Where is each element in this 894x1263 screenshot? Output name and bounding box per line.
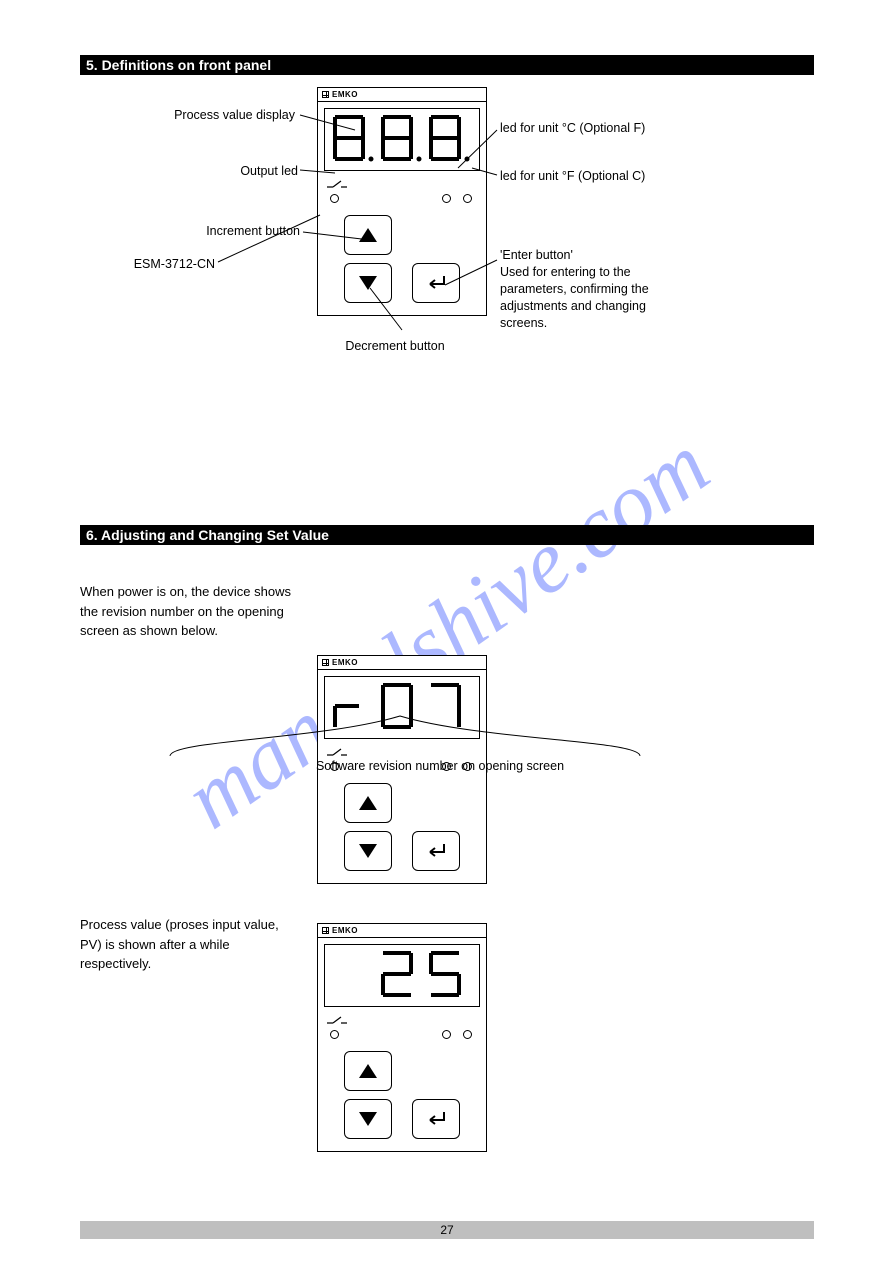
contact-symbol-icon: [326, 179, 348, 192]
output-led-icon: [330, 194, 339, 203]
increment-button[interactable]: [344, 783, 392, 823]
led-row: [318, 1028, 486, 1045]
brand-logo-icon: [322, 659, 329, 666]
device-header: EMKO: [318, 88, 486, 102]
unit-c-led-icon: [442, 1030, 451, 1039]
increment-button[interactable]: [344, 1051, 392, 1091]
decrement-button[interactable]: [344, 263, 392, 303]
seven-segment-display: [324, 108, 480, 171]
chevron-down-icon: [359, 844, 377, 858]
page-number: 27: [80, 1221, 814, 1239]
increment-button[interactable]: [344, 215, 392, 255]
label-software-rev: Software revision number on opening scre…: [80, 758, 800, 775]
decrement-button[interactable]: [344, 1099, 392, 1139]
seven-segment-display: [324, 944, 480, 1007]
page-content: 5. Definitions on front panel EMKO: [80, 55, 814, 559]
unit-f-led-icon: [463, 1030, 472, 1039]
device-header: EMKO: [318, 656, 486, 670]
label-inc-button: Increment button: [150, 223, 300, 240]
desc-opening-screen: When power is on, the device shows the r…: [80, 582, 340, 641]
brand-name: EMKO: [332, 658, 358, 667]
label-unit-f-led: led for unit °F (Optional C): [500, 168, 700, 185]
seven-segment-display: [324, 676, 480, 739]
chevron-down-icon: [359, 276, 377, 290]
enter-button[interactable]: [412, 831, 460, 871]
chevron-up-icon: [359, 1064, 377, 1078]
label-unit-c-led: led for unit °C (Optional F): [500, 120, 700, 137]
device-header: EMKO: [318, 924, 486, 938]
contact-symbol-icon: [326, 1015, 348, 1028]
desc-process-value: Process value (proses input value, PV) i…: [80, 915, 340, 974]
brand-name: EMKO: [332, 90, 358, 99]
output-led-icon: [330, 1030, 339, 1039]
label-output-led: Output led: [163, 163, 298, 180]
brand-name: EMKO: [332, 926, 358, 935]
label-enter-button: 'Enter button' Used for entering to the …: [500, 247, 740, 331]
label-dec-button: Decrement button: [320, 338, 470, 355]
digits-25-icon: [383, 953, 459, 995]
brand-logo-icon: [322, 91, 329, 98]
brand-logo-icon: [322, 927, 329, 934]
digits-r07-icon: [335, 685, 459, 727]
chevron-up-icon: [359, 796, 377, 810]
device-panel-pv: EMKO: [317, 923, 487, 1152]
decrement-button[interactable]: [344, 831, 392, 871]
button-area: [318, 1045, 486, 1151]
label-process-display: Process value display: [115, 107, 295, 124]
button-area: [318, 209, 486, 315]
button-area: [318, 777, 486, 883]
section-bar-set-value: 6. Adjusting and Changing Set Value: [80, 525, 814, 545]
enter-icon: [424, 274, 448, 292]
chevron-down-icon: [359, 1112, 377, 1126]
led-row: [318, 192, 486, 209]
unit-f-led-icon: [463, 194, 472, 203]
enter-icon: [424, 1110, 448, 1128]
enter-button[interactable]: [412, 263, 460, 303]
enter-button[interactable]: [412, 1099, 460, 1139]
unit-c-led-icon: [442, 194, 451, 203]
label-model-name: ESM-3712-CN: [80, 256, 215, 273]
device-panel-front: EMKO: [317, 87, 487, 316]
chevron-up-icon: [359, 228, 377, 242]
digit-888-icon: [335, 117, 470, 162]
section-bar-front-defs: 5. Definitions on front panel: [80, 55, 814, 75]
enter-icon: [424, 842, 448, 860]
